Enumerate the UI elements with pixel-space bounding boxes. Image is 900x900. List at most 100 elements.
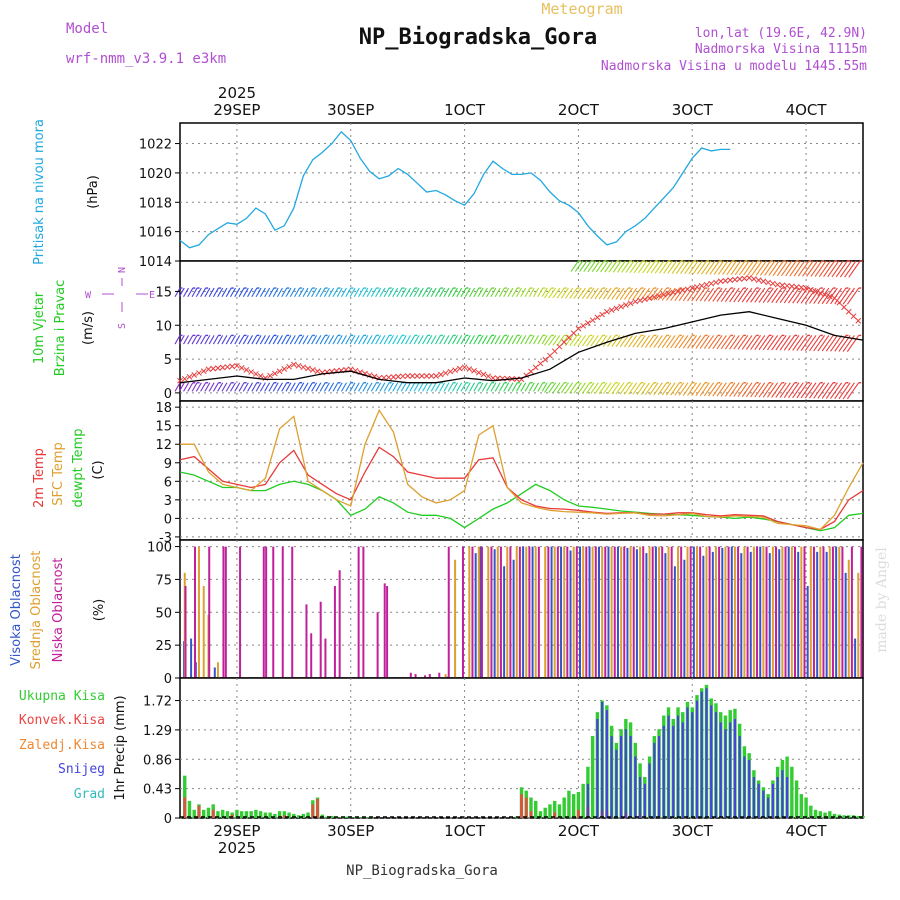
precip-y-ticks: 0 0.43 0.86 1.29 1.72 (143, 695, 180, 827)
wind-barb (336, 382, 343, 392)
y-tick-label-3-0: 0 (164, 672, 172, 687)
gust-marker (276, 368, 283, 375)
precip-snow-bar (586, 783, 590, 818)
wind-barb (619, 382, 629, 395)
precip-snow-bar (700, 691, 703, 818)
wind-barb (174, 382, 181, 392)
wind-barb (745, 335, 757, 350)
wind-barb (758, 287, 770, 303)
wind-barb (600, 260, 609, 273)
wind-barb (628, 382, 638, 395)
wind-barb (703, 335, 715, 349)
wind-barb (611, 382, 621, 395)
precip-snow-bar (610, 736, 613, 818)
pressure-y-ticks: 1014 1016 1018 1020 1022 (139, 138, 180, 270)
altitude-text: Nadmorska Visina 1115m (695, 42, 867, 57)
wind-barb (349, 335, 356, 345)
wind-barb (788, 287, 800, 304)
wind-barb (183, 382, 190, 392)
wind-barb (821, 335, 834, 352)
gust-marker (798, 284, 805, 291)
wind-barb (400, 382, 407, 392)
wind-barb (477, 382, 484, 392)
wind-barb (255, 287, 262, 297)
wind-barb (413, 287, 420, 297)
wind-barb (242, 335, 249, 345)
wind-barb (417, 335, 424, 345)
wind-barb (443, 382, 450, 392)
top-date-tick-3: 2OCT (558, 101, 600, 119)
gust-marker (741, 275, 748, 282)
wind-barb (451, 287, 458, 297)
wind-barb (439, 287, 446, 297)
gust-marker (855, 317, 862, 324)
gust-marker (409, 373, 416, 379)
wind-barb (623, 287, 633, 300)
top-date-tick-0: 29SEP (213, 101, 260, 119)
gust-marker (433, 373, 439, 379)
precip-total-bar (206, 807, 211, 818)
wind-barb (195, 287, 202, 297)
wind-barb (490, 335, 497, 345)
wind-barb (251, 382, 258, 392)
wind-barb (779, 335, 791, 351)
wind-barb (574, 260, 584, 272)
bottom-year-label: 2025 (218, 839, 256, 857)
wind-barb (788, 382, 800, 399)
wind-barb (447, 335, 454, 345)
wind-barb (591, 260, 601, 273)
wind-barb (276, 335, 283, 345)
wind-barb (825, 382, 838, 399)
wind-barb (503, 382, 510, 392)
legend-conv: Konvek.Kisa (19, 713, 105, 728)
wind-barb (684, 260, 695, 275)
wind-barb (642, 260, 652, 274)
wind-barb (366, 382, 373, 392)
cloud-low-label: Niska Oblacnost (51, 558, 66, 663)
precip-total-bar (571, 794, 576, 818)
wind-barb (439, 382, 446, 392)
wind-barb (644, 287, 655, 301)
wind-barb (699, 335, 710, 349)
wind-barb (623, 335, 633, 348)
precip-snow-bar (748, 759, 751, 818)
wind-barb (298, 287, 305, 297)
gust-marker (215, 365, 221, 371)
wind-barb (469, 335, 476, 345)
wind-barb (498, 287, 505, 297)
wind-barb (200, 382, 207, 392)
y-tick-label-0-2: 1018 (139, 196, 172, 211)
wind-barb (544, 335, 552, 346)
wind-barb (507, 382, 514, 392)
wind-barb (846, 287, 860, 305)
wind-barb (556, 287, 565, 299)
wind-barb (456, 335, 463, 345)
precip-total-bar (292, 813, 296, 818)
wind-barb (528, 335, 535, 345)
wind-barb (691, 382, 702, 397)
gust-marker (532, 364, 539, 371)
wind-barb (306, 287, 313, 297)
wind-barb (405, 382, 411, 392)
wind-barb (611, 335, 621, 347)
wind-barb (311, 382, 318, 392)
wind-barb (737, 287, 749, 303)
compass-east: E (149, 290, 155, 301)
wind-barb (187, 287, 194, 297)
wind-barb (825, 335, 838, 352)
gust-marker (234, 362, 240, 369)
wind-barb (743, 260, 754, 276)
wind-barb (234, 382, 241, 392)
wind-barb (548, 382, 557, 394)
wind-barb (298, 382, 305, 392)
wind-barb (720, 287, 732, 302)
wind-barb (524, 335, 531, 345)
gust-marker (689, 285, 696, 291)
wind-barb (573, 335, 582, 347)
wind-barb (724, 335, 736, 350)
gust-marker (589, 317, 596, 324)
wind-barb (612, 260, 622, 273)
wind-barb (793, 260, 806, 277)
wind-barb (581, 335, 591, 347)
wind-barb (336, 335, 343, 345)
